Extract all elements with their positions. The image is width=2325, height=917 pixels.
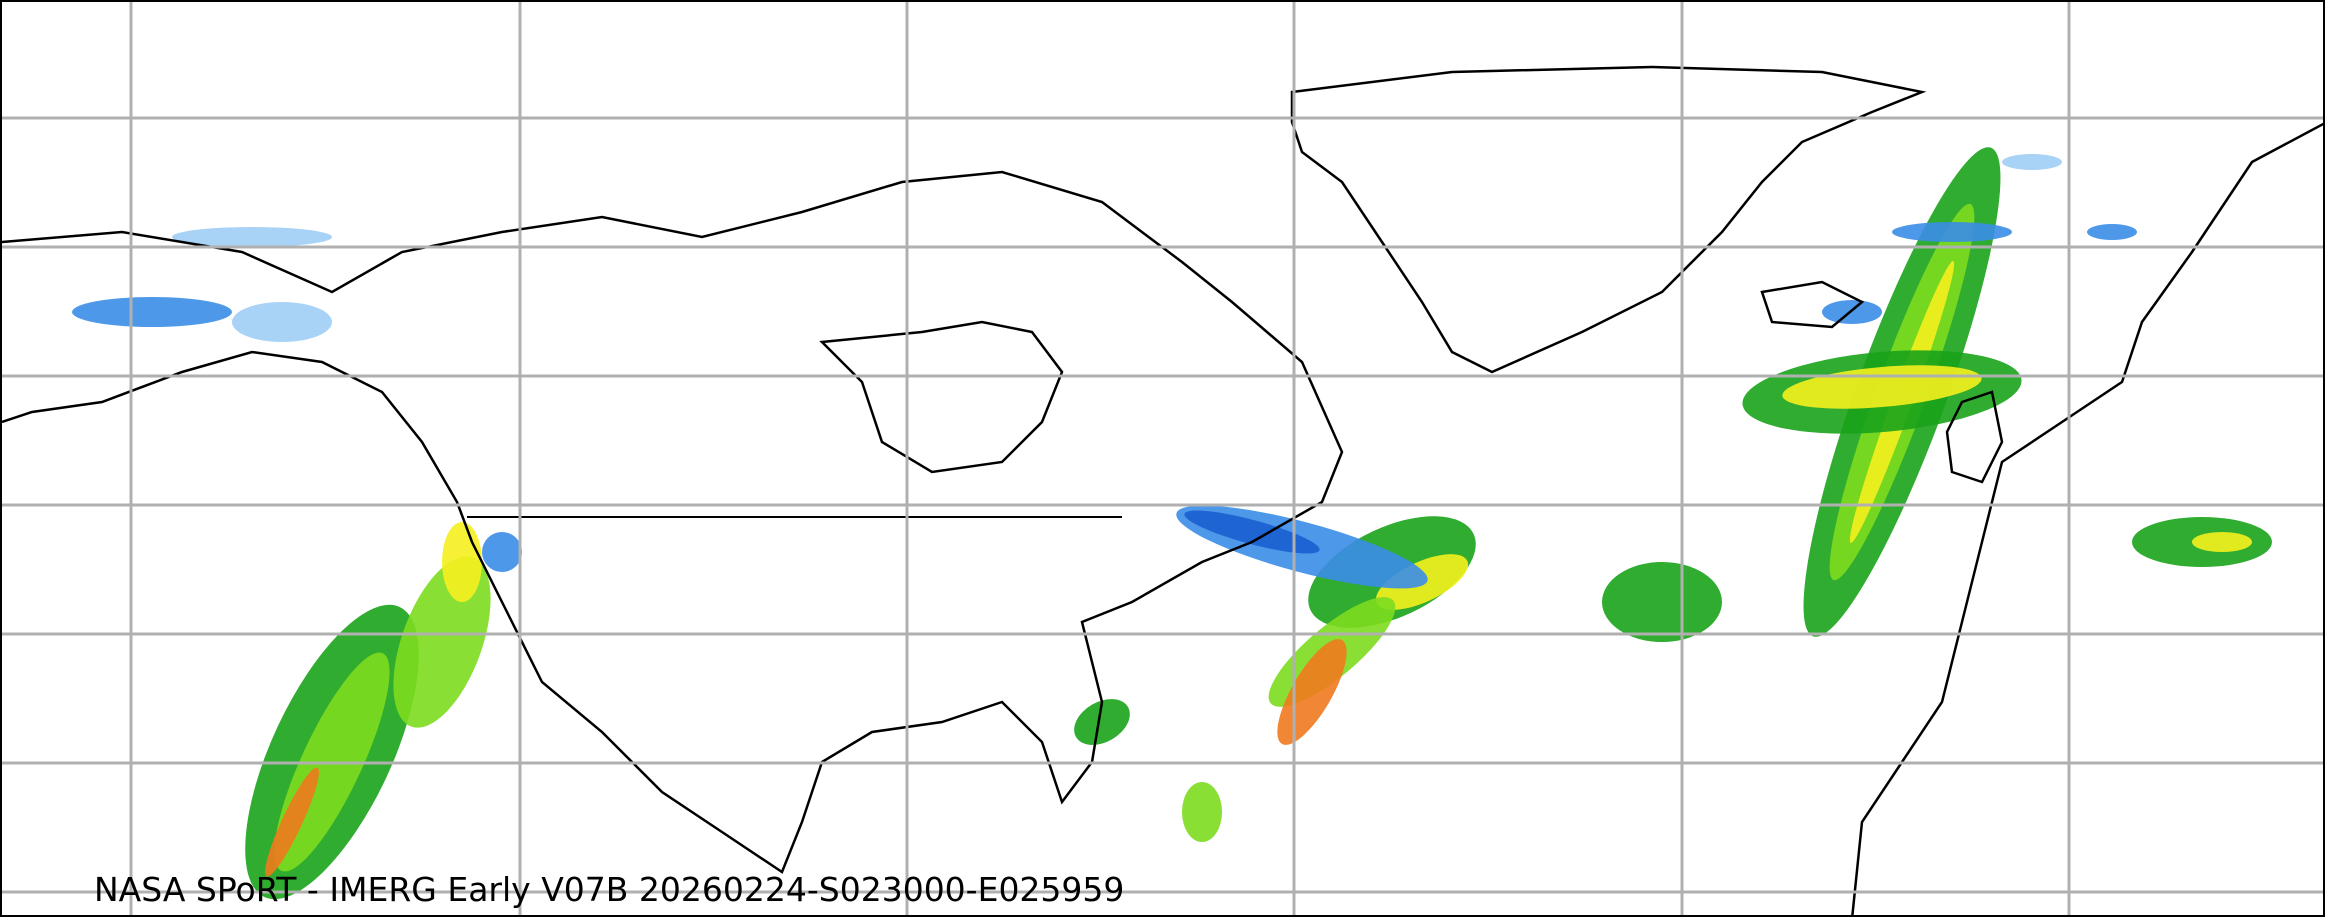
precip-area-rain [1182, 782, 1222, 842]
precip-area-heavy-rain [265, 767, 319, 877]
precipitation-layer [72, 147, 2272, 900]
precip-area-light-snow [172, 227, 332, 247]
uk-coastline [1945, 390, 2004, 484]
precip-area-snow [2087, 224, 2137, 240]
north-america-coastline [2, 170, 1344, 874]
greenland-coastline [1290, 65, 1927, 374]
precip-area-light-snow [2002, 154, 2062, 170]
precip-area-snow [72, 297, 232, 327]
precip-area-snow [1822, 300, 1882, 324]
precip-area-moderate-rain [442, 522, 482, 602]
iceland-coastline [1760, 280, 1865, 329]
precip-area-light-rain [1602, 562, 1722, 642]
coastline-layer [2, 65, 2323, 915]
precip-area-moderate-rain [2192, 532, 2252, 552]
map-caption: NASA SPoRT - IMERG Early V07B 20260224-S… [94, 870, 1125, 909]
precip-area-snow [482, 532, 522, 572]
precip-area-snow [1892, 222, 2012, 242]
precip-area-heavy-snow [1184, 510, 1320, 554]
hudson-bay-coastline [819, 320, 1064, 474]
precip-area-light-rain [1074, 699, 1130, 745]
precip-area-light-snow [232, 302, 332, 342]
